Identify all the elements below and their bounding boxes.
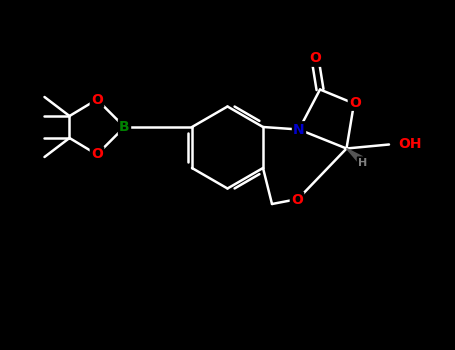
Text: O: O [349,96,361,110]
Text: O: O [291,193,303,207]
Text: O: O [309,51,321,65]
Text: H: H [358,158,367,168]
Text: O: O [91,92,103,106]
Text: O: O [91,147,103,161]
Text: B: B [119,120,130,134]
Text: N: N [293,122,305,136]
Text: OH: OH [398,138,422,152]
Polygon shape [347,148,363,162]
